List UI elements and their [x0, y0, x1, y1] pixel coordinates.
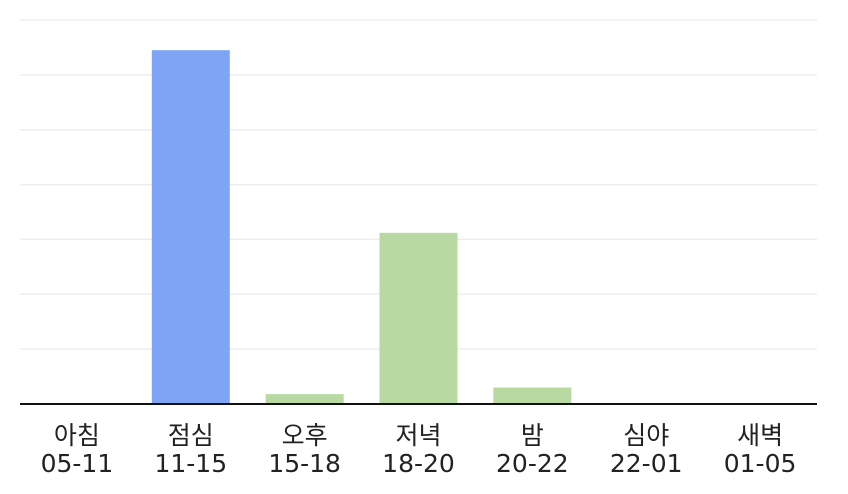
- bars: [151, 50, 572, 405]
- x-tick-name: 점심: [168, 421, 214, 450]
- bar-4: [493, 387, 572, 404]
- x-tick-range: 01-05: [724, 449, 797, 478]
- x-tick-range: 20-22: [496, 449, 569, 478]
- x-tick-label-4: 밤 20-22: [496, 421, 569, 478]
- bar-3: [379, 232, 458, 404]
- x-tick-label-3: 저녁 18-20: [382, 421, 455, 478]
- x-tick-name: 아침: [54, 421, 100, 450]
- x-tick-label-0: 아침 05-11: [41, 421, 114, 478]
- x-tick-range: 05-11: [41, 449, 114, 478]
- x-tick-range: 15-18: [268, 449, 341, 478]
- x-tick-range: 22-01: [610, 449, 683, 478]
- x-tick-name: 심야: [623, 421, 669, 450]
- x-tick-name: 저녁: [395, 421, 441, 450]
- x-tick-label-5: 심야 22-01: [610, 421, 683, 478]
- x-tick-label-2: 오후 15-18: [268, 421, 341, 478]
- bar-2: [265, 394, 344, 404]
- bar-1: [151, 50, 230, 405]
- x-tick-labels: 아침 05-11 점심 11-15 오후 15-18 저녁 18-20 밤 20-22 심야 22-0…: [41, 421, 797, 478]
- x-tick-range: 18-20: [382, 449, 455, 478]
- x-tick-name: 새벽: [737, 421, 783, 450]
- x-tick-range: 11-15: [154, 449, 227, 478]
- x-tick-name: 오후: [282, 421, 328, 450]
- x-tick-name: 밤: [521, 421, 544, 450]
- x-tick-label-1: 점심 11-15: [154, 421, 227, 478]
- x-tick-label-6: 새벽 01-05: [724, 421, 797, 478]
